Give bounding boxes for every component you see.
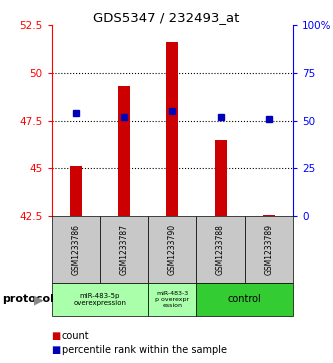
Bar bbox=[263, 215, 275, 216]
FancyBboxPatch shape bbox=[52, 216, 100, 283]
Text: ▶: ▶ bbox=[34, 293, 43, 306]
Bar bbox=[118, 86, 130, 216]
Text: GSM1233790: GSM1233790 bbox=[168, 224, 177, 275]
Text: protocol: protocol bbox=[2, 294, 54, 305]
Text: GSM1233786: GSM1233786 bbox=[71, 224, 80, 275]
Text: GSM1233787: GSM1233787 bbox=[120, 224, 129, 275]
Text: count: count bbox=[62, 331, 89, 341]
Bar bbox=[214, 140, 227, 216]
Text: control: control bbox=[228, 294, 262, 305]
Text: ■: ■ bbox=[52, 331, 61, 341]
FancyBboxPatch shape bbox=[100, 216, 148, 283]
FancyBboxPatch shape bbox=[148, 283, 196, 316]
Text: GSM1233788: GSM1233788 bbox=[216, 224, 225, 275]
Text: miR-483-5p
overexpression: miR-483-5p overexpression bbox=[73, 293, 127, 306]
Bar bbox=[70, 166, 82, 216]
FancyBboxPatch shape bbox=[196, 216, 245, 283]
FancyBboxPatch shape bbox=[148, 216, 196, 283]
Text: miR-483-3
p overexpr
ession: miR-483-3 p overexpr ession bbox=[155, 291, 189, 308]
Text: ■: ■ bbox=[52, 345, 61, 355]
Text: percentile rank within the sample: percentile rank within the sample bbox=[62, 345, 226, 355]
FancyBboxPatch shape bbox=[52, 283, 148, 316]
Bar bbox=[166, 42, 178, 216]
FancyBboxPatch shape bbox=[245, 216, 293, 283]
FancyBboxPatch shape bbox=[196, 283, 293, 316]
Text: GDS5347 / 232493_at: GDS5347 / 232493_at bbox=[93, 11, 240, 24]
Text: GSM1233789: GSM1233789 bbox=[264, 224, 273, 275]
